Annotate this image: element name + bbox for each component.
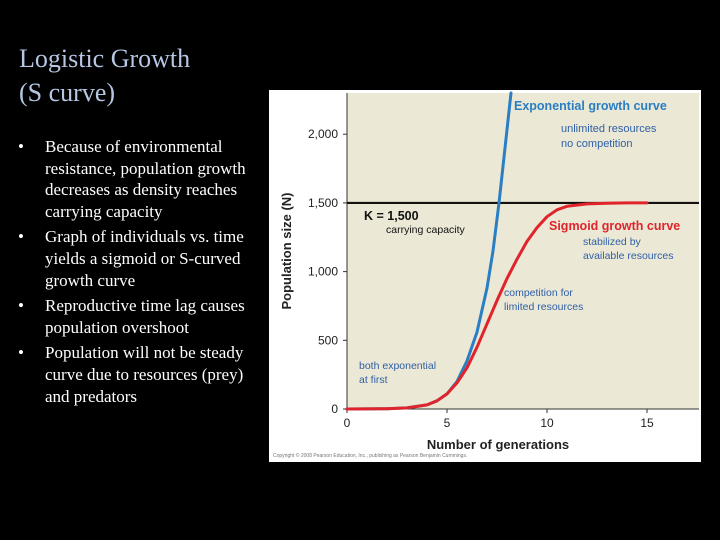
sig-note-line-2: available resources [583, 250, 673, 262]
exp-title-annotation: Exponential growth curve [514, 99, 667, 113]
comp-note-line-2: limited resources [504, 301, 583, 313]
both-note-line-1: both exponential [359, 360, 436, 372]
slide-title: Logistic Growth (S curve) [19, 42, 259, 110]
bullet-text: Graph of individuals vs. time yields a s… [45, 227, 244, 290]
exp-note-line-1: unlimited resources [561, 123, 657, 135]
bullet-item: • Reproductive time lag causes population… [18, 295, 268, 338]
y-axis-label: Population size (N) [279, 193, 294, 310]
title-line-2: (S curve) [19, 78, 116, 107]
bullet-glyph: • [18, 343, 24, 363]
y-tick-label: 1,500 [308, 196, 338, 210]
title-line-1: Logistic Growth [19, 44, 191, 73]
bullet-text: Because of environmental resistance, pop… [45, 137, 246, 221]
x-tick-label: 15 [640, 416, 654, 430]
x-axis-label: Number of generations [427, 437, 569, 452]
x-tick-label: 10 [540, 416, 554, 430]
both-note-line-2: at first [359, 374, 388, 386]
bullet-glyph: • [18, 296, 24, 316]
sig-note-line-1: stabilized by [583, 236, 642, 248]
logistic-growth-chart: 0 500 1,000 1,500 2,000 0 5 10 15 Number of gener… [279, 91, 699, 452]
k-sublabel: carrying capacity [386, 224, 466, 236]
k-label: K = 1,500 [364, 209, 419, 223]
bullet-glyph: • [18, 137, 24, 156]
sigmoid-curve [345, 201, 649, 411]
bullet-glyph: • [18, 227, 24, 247]
bullet-item: • Graph of individuals vs. time yields a … [18, 226, 268, 291]
bullet-text: Population will not be steady curve due … [45, 343, 244, 406]
sig-title-annotation: Sigmoid growth curve [549, 219, 680, 233]
comp-note-line-1: competition for [504, 287, 573, 299]
bullet-item: • Because of environmental resistance, po… [18, 136, 268, 222]
y-tick-label: 0 [331, 402, 338, 416]
bullet-text: Reproductive time lag causes population … [45, 296, 245, 337]
exp-note-line-2: no competition [561, 138, 633, 150]
x-tick-label: 5 [444, 416, 451, 430]
y-tick-label: 1,000 [308, 265, 338, 279]
y-tick-label: 500 [318, 333, 338, 347]
copyright-notice: Copyright © 2008 Pearson Education, Inc.… [273, 453, 468, 459]
bullet-list: • Because of environmental resistance, po… [18, 136, 268, 411]
y-tick-label: 2,000 [308, 127, 338, 141]
bullet-item: • Population will not be steady curve due… [18, 342, 268, 407]
x-tick-label: 0 [344, 416, 351, 430]
chart-figure: 0 500 1,000 1,500 2,000 0 5 10 15 Number of gener… [269, 90, 701, 462]
